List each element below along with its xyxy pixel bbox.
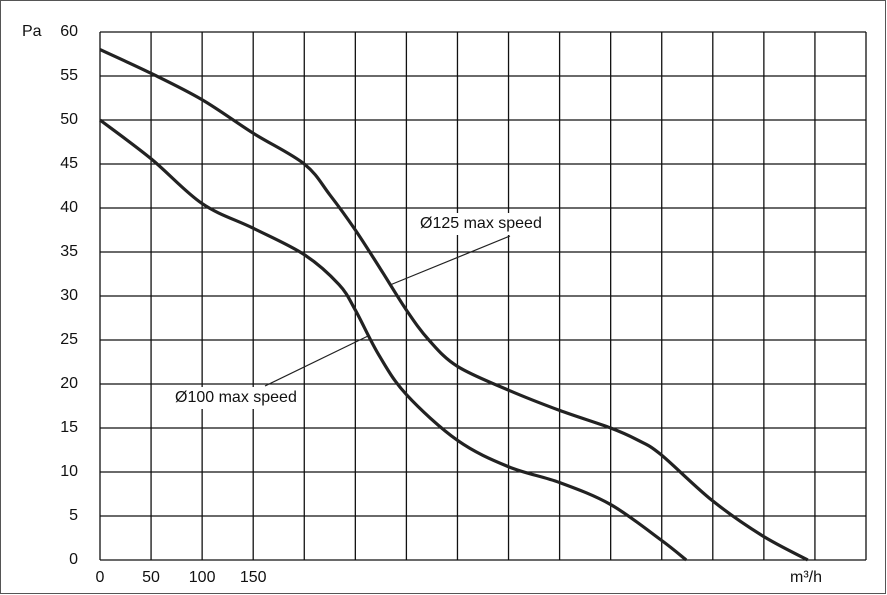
y-tick-label: 0	[69, 551, 78, 568]
y-tick-label: 60	[60, 23, 78, 40]
y-tick-label: 40	[60, 199, 78, 216]
label-bg	[171, 387, 301, 409]
y-tick-label: 30	[60, 287, 78, 304]
x-axis-label: m³/h	[790, 569, 822, 586]
x-tick-label: 100	[189, 569, 216, 586]
x-tick-label: 0	[96, 569, 105, 586]
y-tick-label: 45	[60, 155, 78, 172]
y-axis-label: Pa	[22, 23, 42, 40]
y-tick-label: 50	[60, 111, 78, 128]
y-tick-label: 35	[60, 243, 78, 260]
leader-line	[264, 335, 369, 387]
y-tick-label: 5	[69, 507, 78, 524]
series-label: Ø100 max speed	[175, 389, 297, 406]
series-label: Ø125 max speed	[420, 215, 542, 232]
y-tick-label: 55	[60, 67, 78, 84]
x-tick-label: 50	[142, 569, 160, 586]
x-tick-label: 150	[240, 569, 267, 586]
y-tick-label: 20	[60, 375, 78, 392]
label-bg	[416, 213, 546, 235]
series-line	[99, 118, 688, 562]
y-tick-label: 25	[60, 331, 78, 348]
leader-line	[389, 235, 511, 286]
series-line	[99, 48, 809, 562]
y-tick-label: 15	[60, 419, 78, 436]
y-tick-label: 10	[60, 463, 78, 480]
